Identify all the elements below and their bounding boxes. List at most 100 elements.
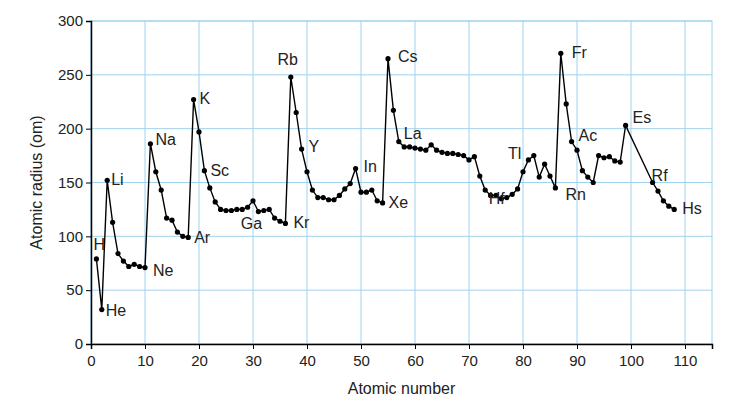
element-label: Es xyxy=(633,109,652,126)
data-point xyxy=(148,141,153,146)
data-point xyxy=(547,173,552,178)
data-point xyxy=(407,144,412,149)
element-label: Rn xyxy=(565,186,585,203)
x-tick: 60 xyxy=(407,344,424,369)
y-tick-mark xyxy=(86,236,91,237)
data-point xyxy=(553,185,558,190)
element-label: K xyxy=(200,90,211,107)
y-tick-label: 50 xyxy=(66,281,83,298)
data-point xyxy=(348,181,353,186)
data-point xyxy=(364,190,369,195)
element-label: Hs xyxy=(682,200,702,217)
x-tick-mark xyxy=(307,344,308,349)
y-tick: 200 xyxy=(58,120,91,137)
data-point xyxy=(310,187,315,192)
element-label: Fr xyxy=(572,44,588,61)
data-point xyxy=(121,258,126,263)
data-point xyxy=(299,147,304,152)
data-point xyxy=(99,307,104,312)
data-point xyxy=(585,175,590,180)
data-point xyxy=(380,200,385,205)
y-tick: 100 xyxy=(58,228,91,245)
data-point xyxy=(272,215,277,220)
data-point xyxy=(288,74,293,79)
data-point xyxy=(666,204,671,209)
data-point xyxy=(115,251,120,256)
element-label: H xyxy=(93,236,105,253)
x-tick-mark xyxy=(253,344,254,349)
x-axis-line xyxy=(92,345,713,350)
element-label: Hf xyxy=(489,190,506,207)
y-tick-label: 150 xyxy=(58,174,83,191)
element-label: Y xyxy=(309,138,320,155)
data-point xyxy=(580,168,585,173)
data-point xyxy=(445,151,450,156)
y-tick-mark xyxy=(86,290,91,291)
data-point xyxy=(321,195,326,200)
x-axis-title: Atomic number xyxy=(348,380,456,397)
x-tick-mark xyxy=(577,344,578,349)
grid-line-y xyxy=(91,74,712,75)
element-label: Cs xyxy=(398,48,418,65)
data-point xyxy=(504,195,509,200)
data-point xyxy=(245,205,250,210)
element-label: In xyxy=(364,158,377,175)
y-tick-label: 200 xyxy=(58,120,83,137)
x-tick-label: 90 xyxy=(569,352,586,369)
data-point xyxy=(569,139,574,144)
element-label: La xyxy=(404,125,422,142)
data-point xyxy=(456,152,461,157)
data-point xyxy=(137,264,142,269)
data-point xyxy=(672,207,677,212)
y-axis: 050100150200250300 xyxy=(58,12,92,352)
data-point xyxy=(256,209,261,214)
y-tick-mark xyxy=(86,183,91,184)
x-tick-mark xyxy=(415,344,416,349)
element-label: Rf xyxy=(652,167,669,184)
x-tick-mark xyxy=(145,344,146,349)
element-label: Tl xyxy=(508,145,521,162)
data-point xyxy=(196,129,201,134)
data-point xyxy=(450,151,455,156)
element-label: Ac xyxy=(579,127,598,144)
grid-line-y xyxy=(91,182,712,183)
data-point xyxy=(542,162,547,167)
y-axis-title: Atomic radius (om) xyxy=(28,115,45,249)
y-tick-mark xyxy=(86,75,91,76)
data-point xyxy=(429,142,434,147)
data-point xyxy=(142,265,147,270)
x-tick-mark xyxy=(199,344,200,349)
x-tick-label: 70 xyxy=(461,352,478,369)
data-point xyxy=(461,153,466,158)
data-point xyxy=(472,154,477,159)
data-point xyxy=(596,153,601,158)
data-point xyxy=(526,157,531,162)
data-point xyxy=(169,218,174,223)
data-point xyxy=(510,192,515,197)
data-point xyxy=(515,186,520,191)
y-tick-mark xyxy=(86,21,91,22)
data-point xyxy=(207,185,212,190)
data-point xyxy=(261,208,266,213)
data-point xyxy=(229,208,234,213)
y-tick: 300 xyxy=(58,12,91,29)
element-label: Na xyxy=(155,131,176,148)
data-point xyxy=(369,187,374,192)
x-tick-label: 80 xyxy=(515,352,532,369)
chart: 0102030405060708090100110050100150200250… xyxy=(0,0,746,408)
data-point xyxy=(105,178,110,183)
data-point xyxy=(655,189,660,194)
x-tick-mark xyxy=(631,344,632,349)
y-tick-mark xyxy=(86,344,91,345)
data-point xyxy=(412,145,417,150)
element-label: Sc xyxy=(210,162,229,179)
y-tick: 50 xyxy=(66,281,91,298)
data-point xyxy=(423,148,428,153)
x-tick: 30 xyxy=(245,344,262,369)
data-point xyxy=(234,207,239,212)
data-point xyxy=(601,155,606,160)
data-point xyxy=(483,187,488,192)
data-point xyxy=(385,56,390,61)
plot-frame xyxy=(91,21,712,344)
data-point xyxy=(531,153,536,158)
